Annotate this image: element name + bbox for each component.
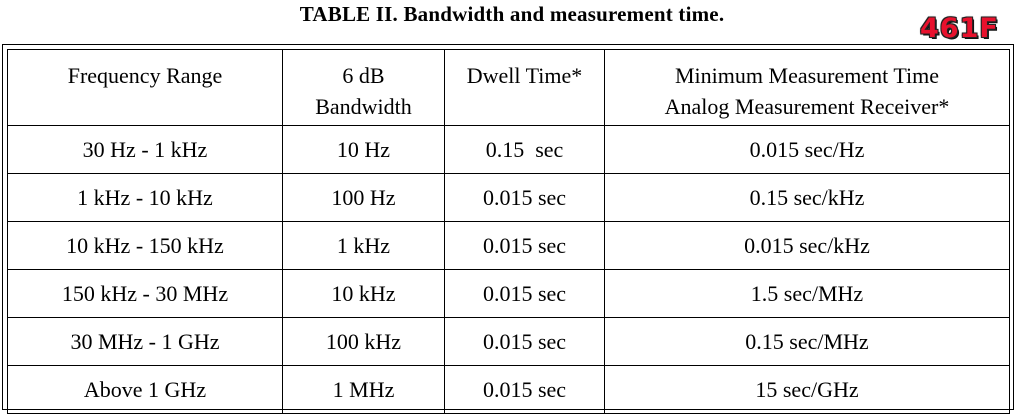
table-row: 150 kHz - 30 MHz 10 kHz 0.015 sec 1.5 se… [7, 269, 1010, 318]
header-minimum-measurement-time: Minimum Measurement Time Analog Measurem… [604, 49, 1010, 126]
header-line: 6 dB [342, 63, 385, 88]
cell-minimum-measurement-time: 0.15 sec/kHz [604, 173, 1010, 222]
table-row: 10 kHz - 150 kHz 1 kHz 0.015 sec 0.015 s… [7, 221, 1010, 270]
cell-minimum-measurement-time: 0.015 sec/Hz [604, 125, 1010, 174]
cell-bandwidth: 100 kHz [282, 317, 445, 366]
header-line: Analog Measurement Receiver* [664, 94, 950, 119]
cell-dwell-time: 0.015 sec [444, 365, 605, 414]
cell-dwell-time: 0.015 sec [444, 221, 605, 270]
cell-bandwidth: 1 kHz [282, 221, 445, 270]
cell-bandwidth: 100 Hz [282, 173, 445, 222]
header-line: Frequency Range [67, 63, 223, 88]
cell-frequency-range: 30 MHz - 1 GHz [7, 317, 283, 366]
cell-dwell-time: 0.015 sec [444, 317, 605, 366]
header-line: Dwell Time* [466, 63, 583, 88]
table-row: 1 kHz - 10 kHz 100 Hz 0.015 sec 0.15 sec… [7, 173, 1010, 222]
document-code-badge: 461F [920, 13, 999, 44]
cell-frequency-range: 150 kHz - 30 MHz [7, 269, 283, 318]
cell-bandwidth: 10 kHz [282, 269, 445, 318]
cell-bandwidth: 10 Hz [282, 125, 445, 174]
header-line: Minimum Measurement Time [675, 63, 939, 88]
cell-dwell-time: 0.015 sec [444, 173, 605, 222]
table-body: 30 Hz - 1 kHz 10 Hz 0.15 sec 0.015 sec/H… [7, 125, 1010, 414]
cell-minimum-measurement-time: 15 sec/GHz [604, 365, 1010, 414]
cell-bandwidth: 1 MHz [282, 365, 445, 414]
cell-frequency-range: Above 1 GHz [7, 365, 283, 414]
header-frequency-range: Frequency Range [7, 49, 283, 126]
table-header: Frequency Range 6 dB Bandwidth Dwell Tim… [7, 49, 1010, 126]
header-bandwidth: 6 dB Bandwidth [282, 49, 445, 126]
cell-minimum-measurement-time: 0.15 sec/MHz [604, 317, 1010, 366]
table-row: Above 1 GHz 1 MHz 0.015 sec 15 sec/GHz [7, 365, 1010, 414]
cell-frequency-range: 30 Hz - 1 kHz [7, 125, 283, 174]
table-title: TABLE II. Bandwidth and measurement time… [299, 2, 725, 26]
cell-dwell-time: 0.15 sec [444, 125, 605, 174]
header-line: Bandwidth [315, 94, 412, 119]
cell-frequency-range: 1 kHz - 10 kHz [7, 173, 283, 222]
bandwidth-table: Frequency Range 6 dB Bandwidth Dwell Tim… [7, 49, 1010, 414]
header-row: Frequency Range 6 dB Bandwidth Dwell Tim… [7, 49, 1010, 126]
cell-frequency-range: 10 kHz - 150 kHz [7, 221, 283, 270]
cell-dwell-time: 0.015 sec [444, 269, 605, 318]
table-row: 30 Hz - 1 kHz 10 Hz 0.15 sec 0.015 sec/H… [7, 125, 1010, 174]
table-row: 30 MHz - 1 GHz 100 kHz 0.015 sec 0.15 se… [7, 317, 1010, 366]
header-dwell-time: Dwell Time* [444, 49, 605, 126]
cell-minimum-measurement-time: 1.5 sec/MHz [604, 269, 1010, 318]
cell-minimum-measurement-time: 0.015 sec/kHz [604, 221, 1010, 270]
